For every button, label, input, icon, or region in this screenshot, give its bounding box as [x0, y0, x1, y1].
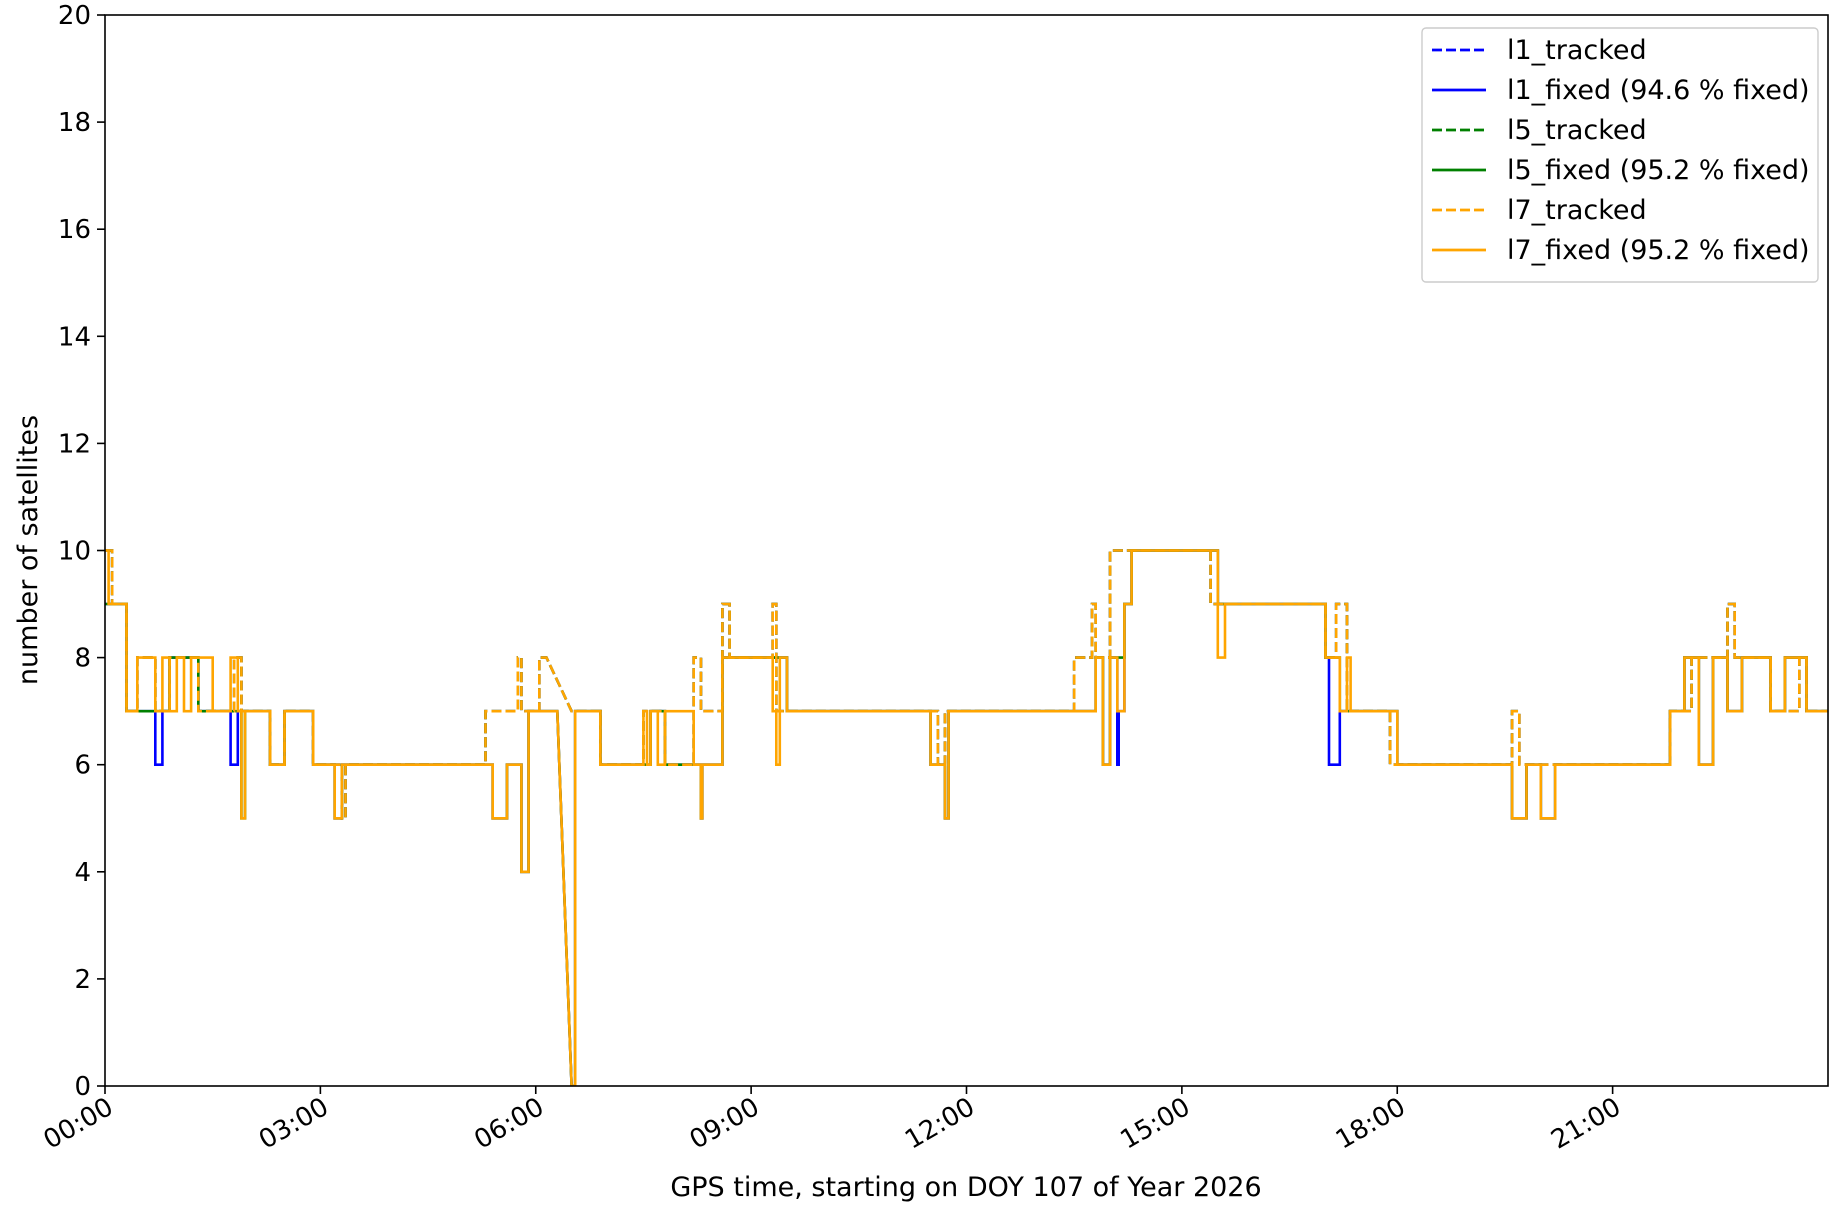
legend-label-l5-fixed-95-2-fixed: l5_fixed (95.2 % fixed) [1507, 155, 1810, 186]
legend-label-l5-tracked: l5_tracked [1507, 115, 1647, 146]
y-tick-label: 14 [58, 322, 91, 352]
x-tick-label: 12:00 [900, 1092, 980, 1155]
legend-label-l7-fixed-95-2-fixed: l7_fixed (95.2 % fixed) [1507, 235, 1810, 266]
y-tick-label: 0 [74, 1072, 91, 1102]
legend-box [1421, 27, 1819, 283]
x-axis: 00:00 03:00 06:00 09:00 12:00 15:00 18:00 21:00 [39, 1086, 1626, 1156]
legend-label-l7-tracked: l7_tracked [1507, 195, 1647, 226]
y-axis-label: number of satellites [13, 415, 44, 685]
y-tick-label: 4 [74, 858, 91, 888]
x-tick-label: 18:00 [1331, 1092, 1411, 1155]
y-tick-label: 12 [58, 429, 91, 459]
x-tick-label: 09:00 [685, 1092, 765, 1155]
y-axis: 0 2 4 6 8 10 12 14 16 18 20 [58, 1, 105, 1102]
x-tick-label: 03:00 [254, 1092, 334, 1155]
x-tick-label: 06:00 [469, 1092, 549, 1155]
series-layer [105, 549, 1828, 1086]
y-tick-label: 2 [74, 965, 91, 995]
x-tick-label: 15:00 [1115, 1092, 1195, 1155]
y-tick-label: 6 [74, 751, 91, 781]
y-tick-label: 10 [58, 537, 91, 567]
y-tick-label: 20 [58, 1, 91, 31]
legend-label-l1-fixed-94-6-fixed: l1_fixed (94.6 % fixed) [1507, 75, 1810, 106]
y-tick-label: 8 [74, 644, 91, 674]
x-axis-label: GPS time, starting on DOY 107 of Year 20… [670, 1172, 1261, 1203]
y-tick-label: 16 [58, 215, 91, 245]
legend-label-l1-tracked: l1_tracked [1507, 35, 1647, 66]
x-tick-label: 21:00 [1546, 1092, 1626, 1155]
legend: l1_tracked l1_fixed (94.6 % fixed) l5_trac… [1421, 27, 1819, 283]
y-tick-label: 18 [58, 108, 91, 138]
series-line-l7-fixed-95-2-fixed [105, 549, 1828, 1086]
